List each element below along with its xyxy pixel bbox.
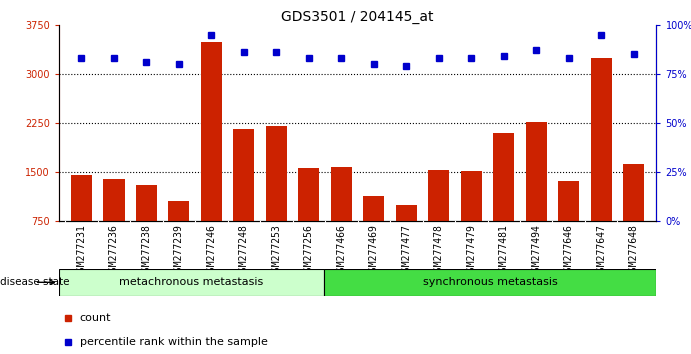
Text: GSM277647: GSM277647 <box>596 224 606 276</box>
Bar <box>591 57 612 270</box>
FancyBboxPatch shape <box>324 269 656 296</box>
Text: GSM277466: GSM277466 <box>337 224 346 276</box>
Text: percentile rank within the sample: percentile rank within the sample <box>79 337 267 347</box>
FancyBboxPatch shape <box>59 269 324 296</box>
Text: GSM277478: GSM277478 <box>434 224 444 276</box>
Bar <box>331 167 352 270</box>
Text: GSM277479: GSM277479 <box>466 224 476 276</box>
Text: GSM277256: GSM277256 <box>304 224 314 276</box>
Text: synchronous metastasis: synchronous metastasis <box>423 277 558 287</box>
Bar <box>461 171 482 270</box>
Text: metachronous metastasis: metachronous metastasis <box>120 277 264 287</box>
Bar <box>363 196 384 270</box>
Bar <box>396 205 417 270</box>
Bar <box>623 164 644 270</box>
Text: GSM277477: GSM277477 <box>401 224 411 276</box>
Title: GDS3501 / 204145_at: GDS3501 / 204145_at <box>281 10 434 24</box>
Text: GSM277236: GSM277236 <box>109 224 119 276</box>
Bar <box>493 133 514 270</box>
Bar <box>266 126 287 270</box>
Bar <box>558 181 579 270</box>
Bar <box>104 179 124 270</box>
Text: GSM277481: GSM277481 <box>499 224 509 276</box>
Text: GSM277239: GSM277239 <box>174 224 184 276</box>
Text: GSM277646: GSM277646 <box>564 224 574 276</box>
Bar <box>201 42 222 270</box>
Text: disease state: disease state <box>0 277 70 287</box>
Text: GSM277231: GSM277231 <box>77 224 86 276</box>
Text: GSM277246: GSM277246 <box>207 224 216 276</box>
Bar <box>526 122 547 270</box>
Text: GSM277253: GSM277253 <box>272 224 281 276</box>
Bar <box>428 170 449 270</box>
Text: GSM277238: GSM277238 <box>142 224 151 276</box>
Bar <box>136 184 157 270</box>
Bar <box>299 168 319 270</box>
Bar <box>169 201 189 270</box>
Bar <box>234 129 254 270</box>
Text: GSM277469: GSM277469 <box>369 224 379 276</box>
Text: GSM277648: GSM277648 <box>629 224 638 276</box>
Text: GSM277494: GSM277494 <box>531 224 541 276</box>
Bar <box>71 175 92 270</box>
Text: count: count <box>79 313 111 323</box>
Text: GSM277248: GSM277248 <box>239 224 249 276</box>
